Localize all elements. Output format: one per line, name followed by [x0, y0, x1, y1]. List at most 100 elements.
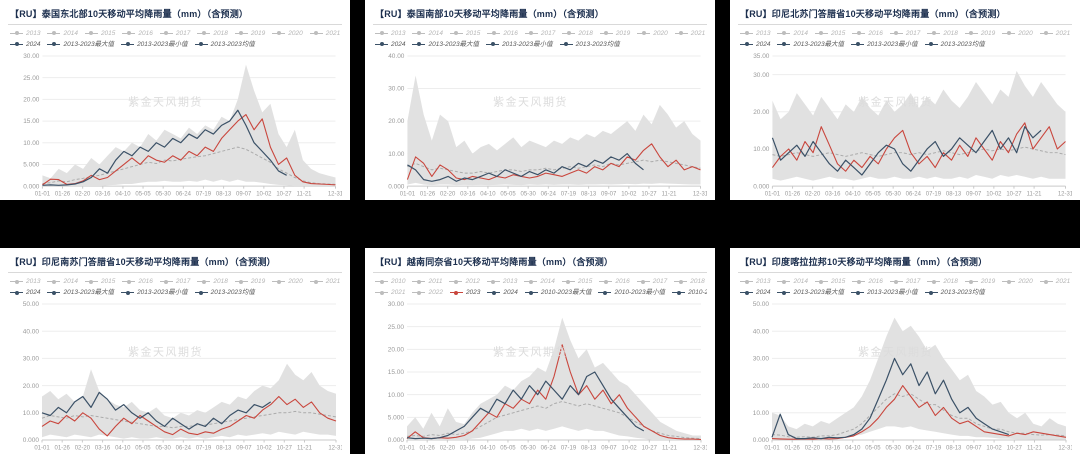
- legend-item: 2023: [449, 287, 480, 298]
- legend-item: 2021: [1039, 276, 1070, 287]
- line-2024: [407, 152, 644, 182]
- watermark-text: 紫金天风期货: [858, 94, 933, 108]
- chart-canvas: 50.00 40.00 30.00 20.00 10.00 0.000 01-01 01-26…: [753, 301, 1072, 452]
- y-tick-label: 20.00: [388, 118, 405, 125]
- legend-item: 2020: [1002, 28, 1033, 39]
- line-2024: [771, 125, 1042, 176]
- legend-marker-icon: [412, 42, 426, 47]
- legend-item: 2017: [159, 28, 190, 39]
- x-tick-label: 11-21: [662, 446, 678, 452]
- y-tick-label: 0.000: [23, 183, 40, 190]
- legend-marker-icon: [194, 290, 208, 295]
- x-tick-label: 06-24: [541, 192, 557, 198]
- chart-canvas: 50.00 40.00 30.00 20.00 10.00 0.000 01-01 01-26…: [23, 301, 342, 452]
- legend-marker-icon: [851, 42, 865, 47]
- x-tick-label: 12-31: [1058, 446, 1072, 452]
- x-tick-label: 01-01: [764, 446, 780, 452]
- legend-marker-icon: [47, 279, 61, 284]
- legend-marker-icon: [122, 31, 136, 36]
- y-tick-label: 15.00: [388, 369, 405, 376]
- x-tick-label: 05-30: [155, 446, 171, 452]
- chart-card-indonesia-north-sumatra: 【RU】印尼北苏门答腊省10天移动平均降雨量（mm）（含预测） 2013 2014…: [730, 0, 1080, 200]
- legend-item: 2013: [740, 276, 770, 287]
- legend-item: 2020: [272, 276, 303, 287]
- y-tick-label: 25.00: [23, 75, 40, 82]
- x-tick-label: 02-20: [75, 446, 91, 452]
- legend-item: 2015: [814, 276, 845, 287]
- y-tick-label: 30.00: [23, 53, 40, 60]
- chart-title: 【RU】泰国南部10天移动平均降雨量（mm）（含预测）: [373, 5, 707, 25]
- legend-item: 2010-2023最大值: [524, 287, 591, 298]
- legend-item: 2020: [637, 28, 668, 39]
- x-tick-label: 10-27: [277, 446, 293, 452]
- y-tick-label: 25.00: [388, 324, 405, 331]
- x-tick-label: 11-21: [1027, 446, 1043, 452]
- watermark-text: 紫金天风期货: [128, 345, 203, 359]
- legend-row: 2013201420152016201720182019202020212022…: [10, 28, 340, 39]
- chart-legend: 2013201420152016201720182019202020212022…: [373, 25, 707, 51]
- x-tick-label: 01-01: [765, 192, 781, 198]
- legend-marker-icon: [924, 290, 938, 295]
- legend-item: 2015: [84, 28, 115, 39]
- legend-marker-icon: [122, 279, 136, 284]
- legend-row: 2013201420152016201720182019202020212022…: [10, 276, 340, 287]
- legend-marker-icon: [1002, 279, 1016, 284]
- line-2024: [406, 371, 645, 440]
- x-tick-label: 04-10: [115, 192, 131, 198]
- legend-marker-icon: [927, 279, 941, 284]
- x-tick-label: 03-16: [460, 192, 476, 198]
- legend-item: 2018: [674, 276, 705, 287]
- legend-item: 2019: [599, 28, 630, 39]
- x-tick-label: 03-16: [825, 446, 841, 452]
- legend-item: 2013-2023均值: [194, 287, 255, 298]
- x-tick-label: 10-02: [986, 192, 1002, 198]
- minmax-band-area: [42, 64, 336, 187]
- legend-marker-icon: [486, 279, 500, 284]
- legend-item: 2013-2023最大值: [47, 287, 114, 298]
- chart-legend: 2013201420152016201720182019202020212022…: [738, 273, 1072, 299]
- legend-marker-icon: [599, 279, 613, 284]
- legend-item: 2016: [852, 276, 883, 287]
- legend-row: 2024 2013-2023最大值 2013-2023最小值 2013-2023均值: [10, 39, 340, 50]
- legend-item: 2019: [964, 276, 995, 287]
- x-tick-label: 01-26: [55, 192, 71, 198]
- y-tick-label: 30.00: [388, 86, 405, 93]
- x-tick-label: 10-02: [256, 446, 272, 452]
- legend-marker-icon: [674, 31, 688, 36]
- x-tick-label: 02-20: [805, 446, 821, 452]
- legend-marker-icon: [1039, 31, 1053, 36]
- legend-marker-icon: [449, 31, 463, 36]
- minmax-band-area: [407, 317, 701, 440]
- legend-item: 2015: [449, 28, 480, 39]
- legend-item: 2013-2023均值: [559, 39, 620, 50]
- legend-marker-icon: [814, 31, 828, 36]
- legend-item: 2020: [1002, 276, 1033, 287]
- chart-card-indonesia-south-sumatra: 【RU】印尼南苏门答腊省10天移动平均降雨量（mm）（含预测） 2013 2014…: [0, 248, 350, 454]
- x-tick-label: 06-24: [906, 446, 922, 452]
- chart-legend: 2013201420152016201720182019202020212022…: [8, 25, 342, 51]
- chart-legend: 2013201420152016201720182019202020212022…: [738, 25, 1072, 51]
- legend-marker-icon: [1039, 279, 1053, 284]
- minmax-band-area: [772, 317, 1066, 440]
- legend-marker-icon: [412, 31, 426, 36]
- x-tick-label: 09-07: [966, 446, 982, 452]
- chart-card-vietnam-dongnai: 【RU】越南同奈省10天移动平均降雨量（mm）（含预测） 2010 2011 201…: [365, 248, 715, 454]
- x-tick-label: 08-13: [216, 192, 232, 198]
- legend-marker-icon: [777, 42, 791, 47]
- legend-marker-icon: [309, 279, 323, 284]
- legend-marker-icon: [637, 31, 651, 36]
- x-tick-label: 11-21: [1027, 192, 1043, 198]
- legend-marker-icon: [197, 31, 211, 36]
- legend-item: 2018: [927, 28, 958, 39]
- x-tick-label: 10-27: [641, 192, 657, 198]
- line-2023: [406, 143, 701, 181]
- legend-item: 2013: [10, 276, 40, 287]
- mean-line: [42, 146, 336, 185]
- legend-item: 2013-2023均值: [194, 39, 255, 50]
- legend-marker-icon: [10, 290, 23, 295]
- legend-item: 2010: [375, 276, 405, 287]
- legend-row: 2024 2013-2023最大值 2013-2023最小值 2013-2023均值: [740, 39, 1070, 50]
- mean-line: [41, 410, 337, 429]
- line-2023: [41, 395, 337, 437]
- y-tick-label: 40.00: [388, 53, 405, 60]
